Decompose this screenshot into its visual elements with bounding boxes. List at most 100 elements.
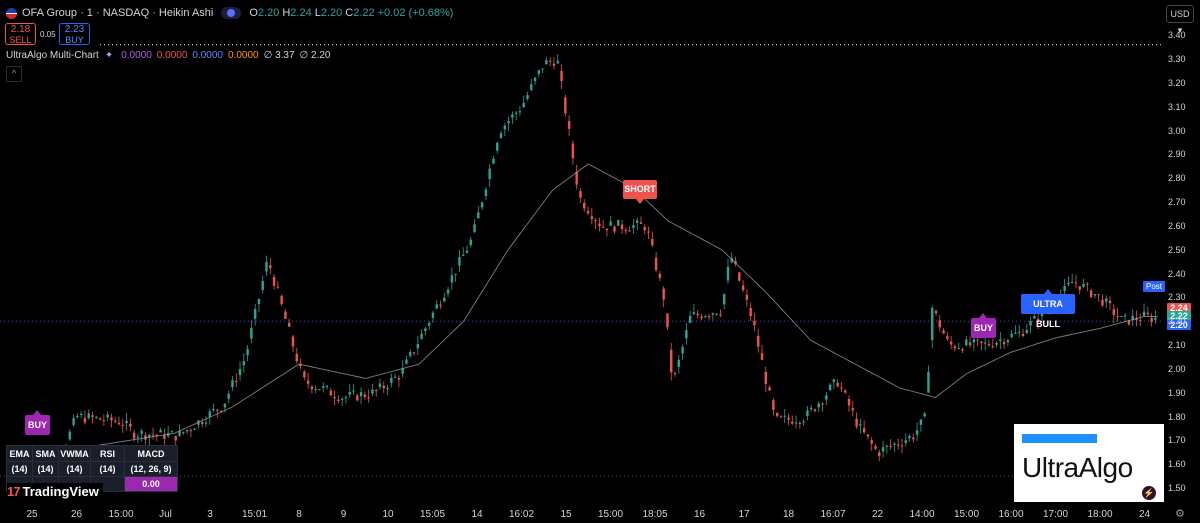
candle-body: [711, 313, 715, 315]
candle-body: [821, 403, 824, 405]
buy-signal-label-2: BUY: [971, 318, 996, 338]
x-tick-label: 15:00: [108, 509, 134, 520]
candle-body: [798, 422, 802, 424]
buy-button[interactable]: 2.23 BUY: [59, 23, 90, 45]
candle-body: [219, 410, 223, 412]
candle-body: [722, 294, 726, 305]
candle-body: [318, 389, 321, 391]
candle-body: [760, 353, 764, 360]
x-tick-label: 17:00: [1042, 509, 1069, 520]
x-tick-label: 24: [1138, 509, 1151, 520]
candle-body: [390, 377, 393, 383]
candle-body: [98, 418, 102, 420]
candle-body: [208, 411, 211, 417]
candle-body: [1025, 330, 1028, 334]
gear-icon[interactable]: ✦: [104, 50, 114, 61]
candle-body: [643, 227, 646, 231]
candle-body: [934, 310, 938, 314]
candle-body: [1139, 320, 1142, 322]
ultra-bull-signal-label: ULTRA BULL: [1021, 294, 1075, 329]
candle-body: [560, 70, 563, 82]
settings-icon[interactable]: ⚙: [1175, 508, 1185, 520]
lightning-icon[interactable]: ⚡: [1142, 486, 1156, 500]
candle-body: [968, 342, 972, 346]
candle-body: [424, 328, 427, 332]
indicator-legend[interactable]: UltraAlgo Multi-Chart ✦ 0.0000 0.0000 0.…: [6, 50, 335, 61]
x-tick-label: Jul: [159, 509, 172, 520]
candle-body: [1070, 281, 1074, 283]
candle-body: [692, 312, 696, 315]
indicator-value-2: 0.0000: [156, 50, 188, 61]
candle-body: [915, 430, 919, 435]
candle-body: [673, 373, 677, 375]
candle-body: [352, 390, 355, 392]
symbol-legend[interactable]: OFA Group · 1 · NASDAQ · Heikin Ashi O 2.…: [6, 5, 453, 21]
candle-body: [738, 272, 741, 281]
candle-body: [775, 412, 779, 417]
candle-body: [715, 313, 718, 315]
candle-body: [1021, 333, 1025, 337]
candle-body: [632, 225, 635, 228]
candle-body: [382, 385, 385, 389]
candle-body: [1142, 311, 1146, 316]
candle-body: [68, 431, 72, 440]
candle-body: [163, 434, 166, 439]
x-tick-label: 16:07: [820, 509, 846, 520]
signal-pointer: [636, 199, 644, 204]
candle-body: [552, 63, 556, 66]
time-axis[interactable]: 25 26 15:00 Jul 3 15:01 8 9 10 15:05 14 16:02 15 15:0…: [0, 505, 1165, 523]
candle-body: [393, 376, 397, 378]
candle-body: [412, 352, 416, 354]
tradingview-mark: 17: [7, 483, 21, 499]
candle-body: [1063, 285, 1066, 291]
indicator-value-1: 0.0000: [121, 50, 152, 61]
y-tick-label: 2.10: [1168, 340, 1186, 351]
candle-body: [654, 257, 658, 270]
candle-body: [658, 273, 662, 278]
candle-body: [151, 434, 155, 436]
close-value: 2.22: [353, 7, 375, 19]
candle-body: [1033, 316, 1036, 319]
candle-body: [545, 60, 548, 65]
candle-body: [885, 445, 889, 447]
candle-body: [999, 339, 1002, 342]
candle-body: [670, 349, 673, 373]
y-tick-label: 2.90: [1168, 149, 1186, 160]
candle-body: [1002, 341, 1006, 345]
candle-body: [768, 387, 771, 391]
candle-body: [1082, 283, 1085, 287]
heikin-ashi-toggle-icon[interactable]: [221, 7, 242, 19]
symbol-title[interactable]: OFA Group · 1 · NASDAQ · Heikin Ashi: [22, 7, 214, 19]
candle-body: [617, 219, 620, 226]
candle-body: [946, 336, 949, 339]
candle-body: [896, 444, 900, 446]
y-tick-label: 2.20: [1168, 316, 1186, 327]
candle-body: [749, 308, 752, 317]
sell-price: 2.18: [10, 24, 31, 35]
table-header: RSI: [90, 445, 125, 462]
currency-button[interactable]: USD ▾: [1166, 5, 1194, 35]
tradingview-logo[interactable]: 17 TradingView: [7, 483, 103, 499]
candle-body: [72, 418, 75, 425]
candle-body: [378, 383, 382, 388]
candle-body: [636, 220, 639, 223]
candle-body: [492, 158, 495, 164]
y-tick-label: 2.70: [1168, 197, 1186, 208]
candle-body: [488, 168, 491, 179]
candle-body: [866, 434, 870, 437]
session-tag: Post: [1143, 281, 1165, 292]
candle-body: [779, 416, 783, 418]
candle-body: [1074, 282, 1078, 284]
candle-body: [95, 416, 98, 418]
x-tick-label: 16: [693, 509, 706, 520]
indicator-name[interactable]: UltraAlgo Multi-Chart: [6, 50, 99, 61]
candle-body: [375, 390, 378, 392]
candle-body: [129, 423, 132, 427]
candle-body: [957, 347, 960, 349]
candle-body: [159, 429, 162, 433]
candle-body: [450, 275, 454, 283]
sell-button[interactable]: 2.18 SELL: [5, 23, 36, 45]
chevron-up-icon[interactable]: ^: [6, 66, 22, 82]
y-tick-label: 3.30: [1168, 53, 1186, 64]
